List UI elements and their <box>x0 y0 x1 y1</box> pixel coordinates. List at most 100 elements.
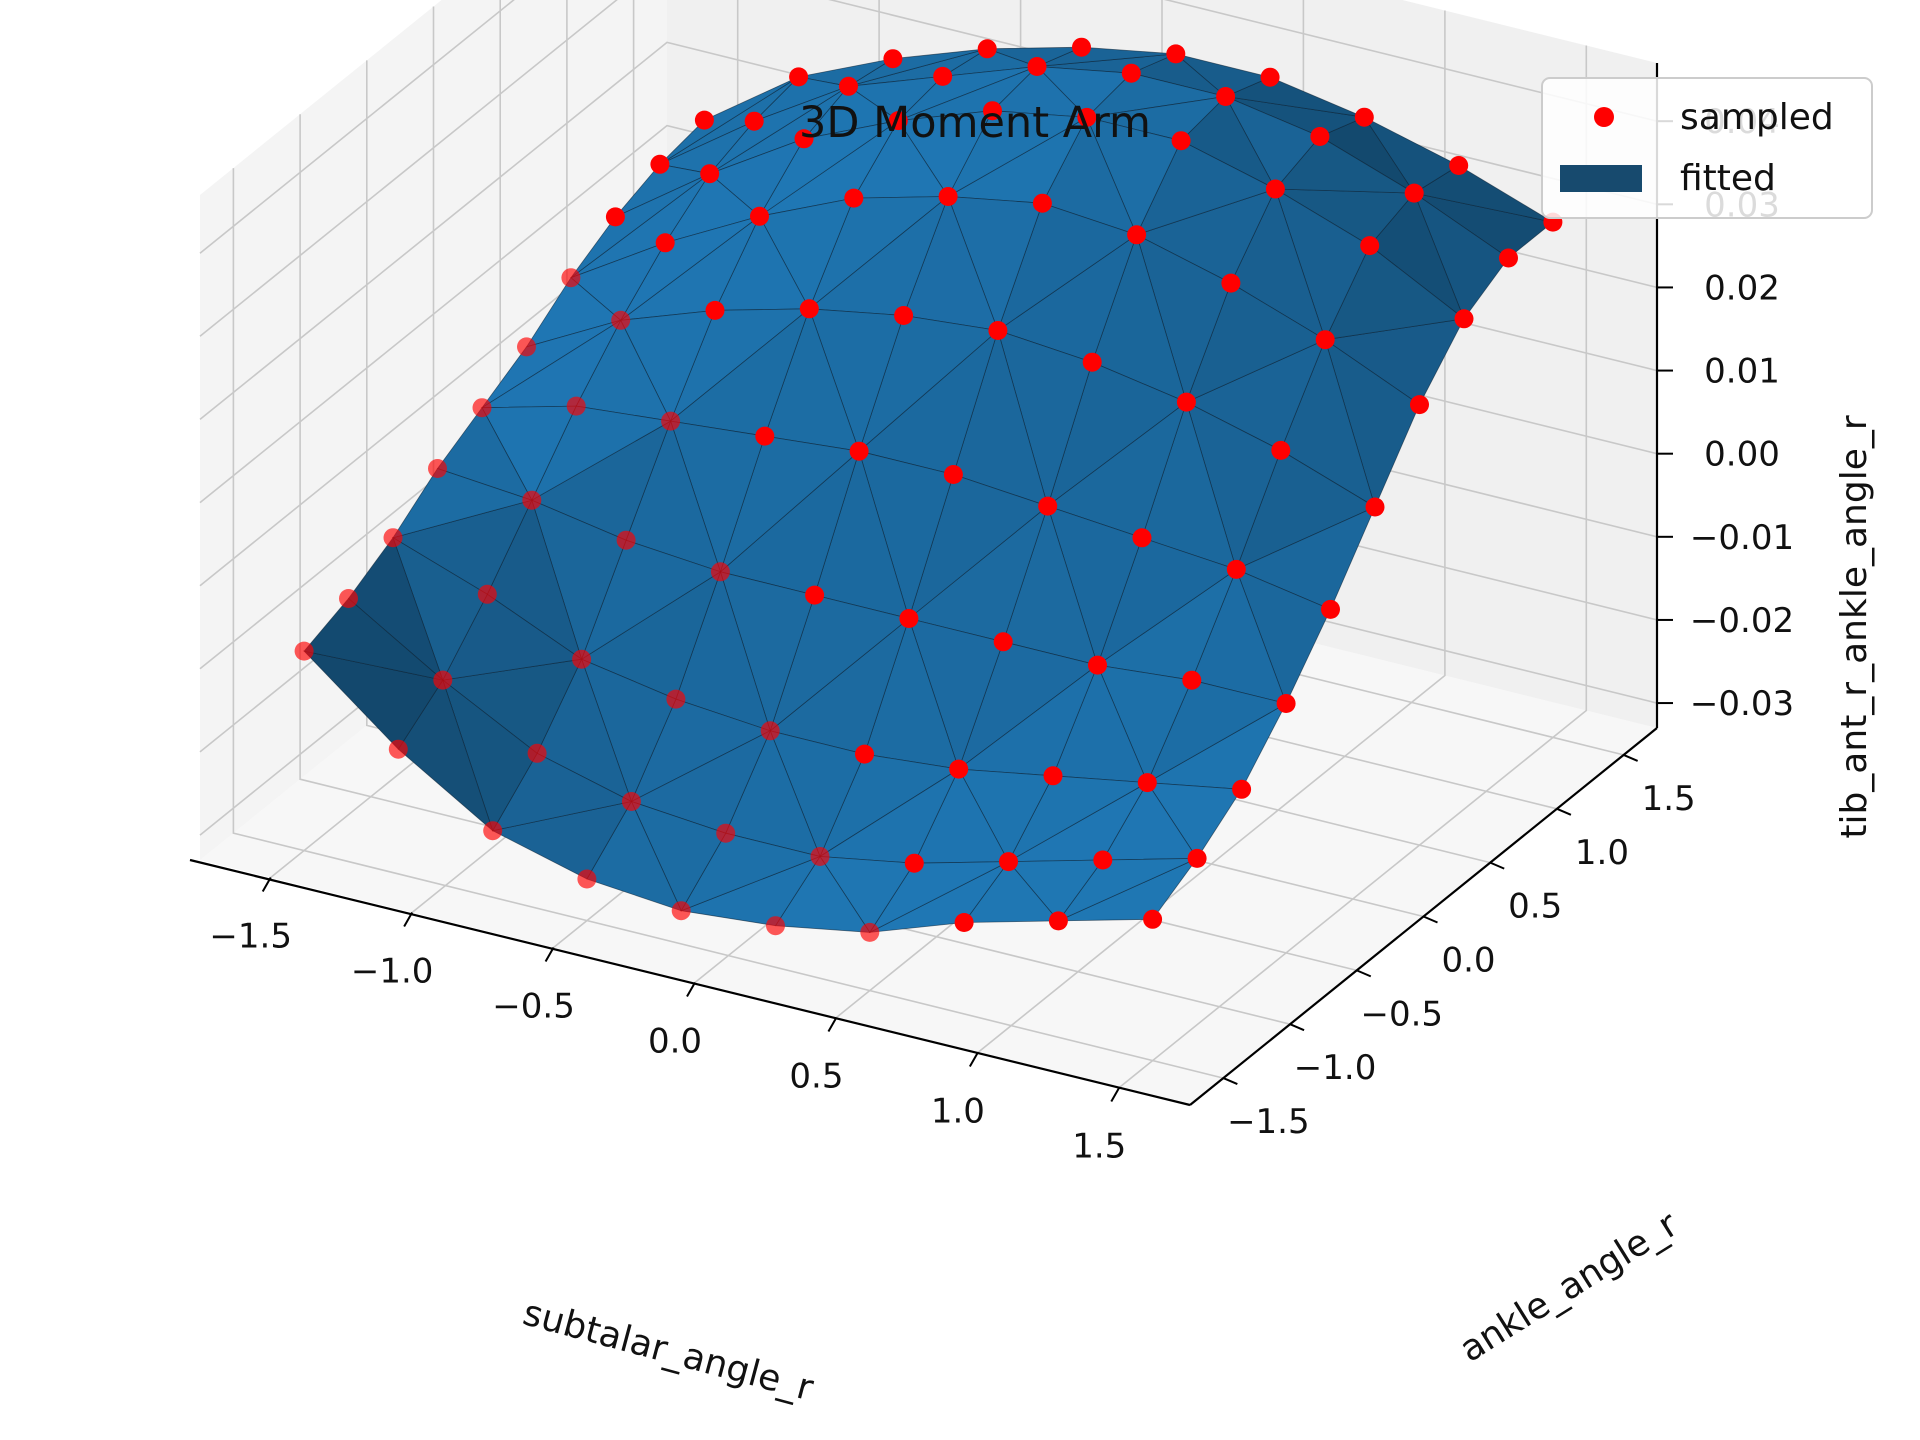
z-tick-label: −0.03 <box>1690 684 1794 724</box>
y-tick-label: 1.5 <box>1642 779 1696 819</box>
sampled-point <box>1232 779 1252 799</box>
sampled-point <box>805 585 825 605</box>
sampled-point <box>616 530 636 550</box>
surface-face <box>570 173 710 279</box>
legend-sampled-marker <box>1594 107 1614 127</box>
sampled-point <box>483 821 503 841</box>
sampled-point <box>1454 309 1474 329</box>
z-tick-label: −0.02 <box>1690 601 1794 641</box>
sampled-point <box>1182 670 1202 690</box>
sampled-point <box>1043 766 1063 786</box>
sampled-point <box>855 744 874 764</box>
sampled-point <box>954 913 974 932</box>
sampled-point <box>1027 57 1047 76</box>
sampled-point <box>1216 87 1236 106</box>
sampled-point <box>943 465 963 484</box>
sampled-point <box>999 852 1018 872</box>
y-tick <box>1289 1023 1305 1032</box>
sampled-point <box>527 743 547 763</box>
y-tick <box>1623 754 1639 762</box>
x-tick <box>686 982 696 997</box>
sampled-point <box>977 39 997 59</box>
y-tick-label: 1.0 <box>1575 833 1629 873</box>
sampled-point <box>933 66 953 86</box>
y-tick-label: −1.5 <box>1227 1102 1310 1142</box>
sampled-point <box>750 206 769 226</box>
sampled-point <box>1077 107 1097 127</box>
sampled-point <box>472 398 492 418</box>
sampled-point <box>988 321 1008 340</box>
x-tick-label: 0.0 <box>648 1022 702 1062</box>
sampled-point <box>428 459 447 478</box>
sampled-point <box>1321 599 1340 619</box>
y-tick <box>1356 969 1372 978</box>
legend: sampled fitted <box>1541 77 1873 219</box>
sampled-point <box>744 111 764 131</box>
sampled-point <box>294 641 314 661</box>
x-tick <box>403 912 414 927</box>
surface-face <box>659 76 799 165</box>
z-tick-label: 0.00 <box>1704 435 1780 475</box>
sampled-point <box>983 101 1002 121</box>
sampled-point <box>755 426 775 446</box>
x-tick <box>544 947 555 962</box>
sampled-point <box>810 847 830 866</box>
sampled-point <box>561 268 581 288</box>
sampled-point <box>1088 655 1107 675</box>
sampled-point <box>383 528 403 548</box>
sampled-point <box>904 853 924 873</box>
sampled-point <box>577 869 597 889</box>
sampled-point <box>894 306 914 325</box>
x-tick-label: 1.0 <box>931 1092 985 1132</box>
sampled-point <box>700 164 720 184</box>
sampled-point <box>1072 37 1091 57</box>
sampled-point <box>844 188 864 208</box>
sampled-point <box>993 632 1013 652</box>
sampled-point <box>1137 773 1157 793</box>
sampled-point <box>1176 392 1196 412</box>
fitted-surface <box>302 46 1554 934</box>
sampled-point <box>1082 352 1102 372</box>
sampled-point <box>1093 850 1113 870</box>
legend-fitted-label: fitted <box>1680 158 1776 199</box>
sampled-point <box>1187 848 1207 868</box>
sampled-point <box>799 299 819 319</box>
x-tick-label: 1.5 <box>1072 1127 1126 1167</box>
x-tick-label: −1.0 <box>351 952 434 992</box>
x-tick <box>968 1052 979 1067</box>
y-tick <box>1423 915 1438 924</box>
sampled-point <box>716 823 736 843</box>
z-tick-label: 0.01 <box>1704 352 1780 392</box>
sampled-point <box>1276 694 1296 713</box>
sampled-point <box>566 396 586 416</box>
sampled-point <box>860 922 880 942</box>
x-tick <box>1110 1087 1121 1102</box>
sampled-point <box>1271 440 1291 460</box>
sampled-point <box>650 154 670 174</box>
sampled-point <box>1132 528 1152 548</box>
sampled-point <box>1449 156 1469 175</box>
y-gridline <box>232 168 1224 1079</box>
z-axis-label: tib_ant_r_ankle_angle_r <box>1834 415 1875 839</box>
sampled-point <box>789 67 809 87</box>
sampled-point <box>1221 273 1241 293</box>
sampled-point <box>655 233 675 253</box>
x-tick-label: 0.5 <box>789 1057 843 1097</box>
sampled-point <box>388 739 408 759</box>
x-gridline <box>1118 45 1588 1089</box>
x-tick <box>261 877 272 892</box>
y-tick-label: −1.0 <box>1294 1048 1377 1088</box>
sampled-point <box>611 310 631 330</box>
sampled-point <box>1121 63 1141 83</box>
sampled-point <box>1048 911 1068 931</box>
sampled-point <box>339 589 358 608</box>
z-tick-label: 0.02 <box>1704 268 1780 308</box>
x-tick <box>827 1017 838 1032</box>
chart-title: 3D Moment Arm <box>799 98 1151 148</box>
sampled-point <box>705 300 725 320</box>
sampled-point <box>517 337 536 357</box>
sampled-point <box>1410 395 1429 415</box>
sampled-point <box>1265 179 1285 199</box>
sampled-point <box>1404 183 1424 203</box>
